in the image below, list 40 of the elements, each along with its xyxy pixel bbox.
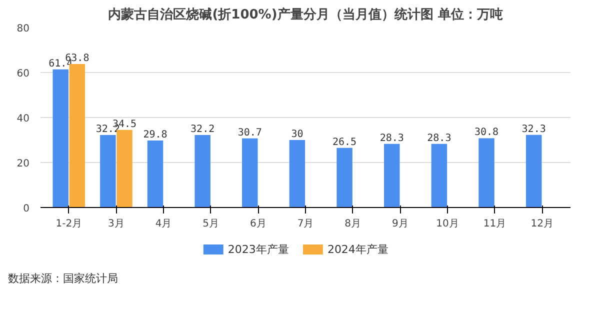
x-tick-label: 5月 bbox=[202, 218, 220, 230]
y-tick-label: 0 bbox=[23, 204, 30, 214]
bar bbox=[526, 134, 542, 208]
chart-title: 内蒙古自治区烧碱(折100%)产量分月（当月值）统计图 单位：万吨 bbox=[108, 6, 503, 22]
data-label: 28.3 bbox=[427, 132, 452, 144]
data-label: 32.2 bbox=[190, 124, 215, 136]
data-label: 30.8 bbox=[474, 127, 499, 138]
bar bbox=[431, 144, 448, 208]
x-tick-label: 6月 bbox=[250, 218, 266, 230]
x-tick-label: 12月 bbox=[530, 218, 554, 230]
bar bbox=[289, 140, 306, 208]
y-tick-label: 20 bbox=[16, 158, 30, 170]
bar bbox=[100, 135, 116, 208]
x-tick-label: 9月 bbox=[392, 218, 408, 230]
data-label: 28.3 bbox=[380, 132, 404, 144]
legend-label: 2024年产量 bbox=[327, 243, 388, 256]
y-tick-label: 80 bbox=[16, 24, 30, 34]
bar bbox=[52, 69, 68, 208]
x-tick-label: 3月 bbox=[108, 218, 124, 230]
x-tick-label: 8月 bbox=[344, 218, 362, 230]
x-tick-label: 7月 bbox=[297, 218, 314, 230]
data-label: 32.3 bbox=[522, 124, 546, 135]
x-tick-label: 10月 bbox=[436, 218, 459, 230]
source-note: 数据来源：国家统计局 bbox=[8, 271, 118, 287]
y-tick-label: 60 bbox=[16, 68, 30, 80]
bar bbox=[194, 135, 210, 208]
bar bbox=[147, 140, 164, 208]
data-label: 30.7 bbox=[238, 127, 262, 138]
y-tick-label: 40 bbox=[16, 114, 30, 124]
data-label: 26.5 bbox=[332, 136, 357, 148]
bar bbox=[478, 138, 494, 208]
x-tick-label: 11月 bbox=[483, 218, 506, 230]
x-tick-label: 4月 bbox=[155, 218, 172, 230]
data-label: 29.8 bbox=[143, 129, 168, 140]
x-tick-label: 1-2月 bbox=[56, 218, 82, 230]
bar bbox=[336, 148, 352, 208]
bar bbox=[242, 138, 258, 208]
legend-label: 2023年产量 bbox=[228, 243, 289, 256]
bar bbox=[384, 144, 400, 208]
data-label: 30 bbox=[291, 129, 304, 140]
